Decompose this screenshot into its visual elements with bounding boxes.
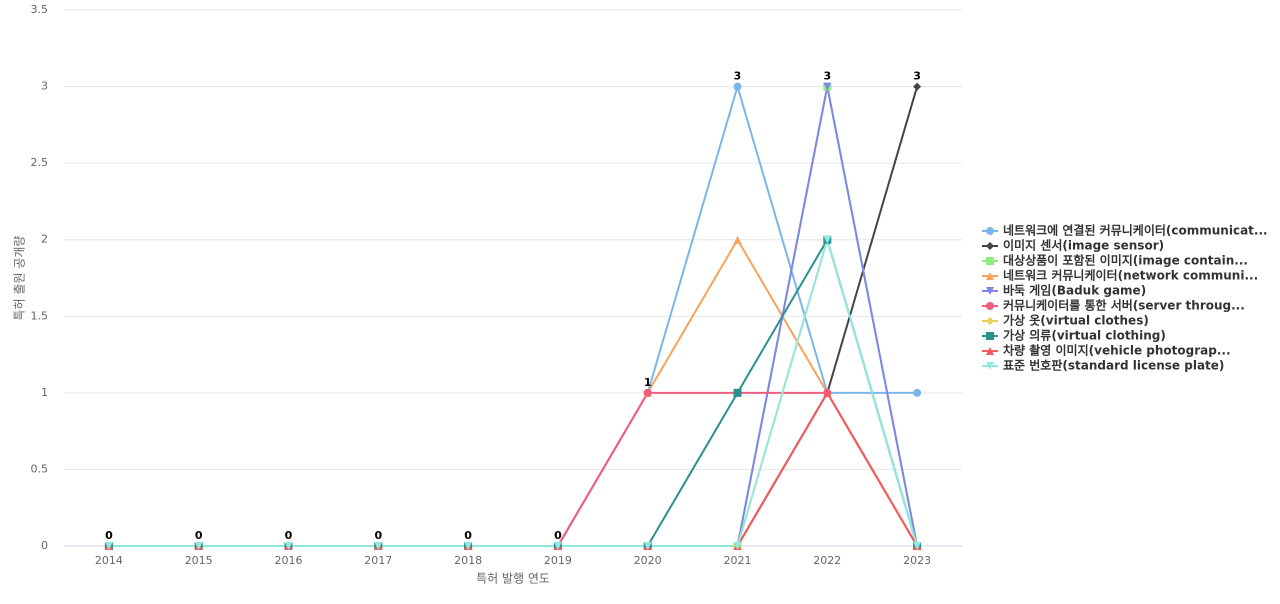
- y-tick-label: 0.5: [31, 462, 49, 475]
- x-tick-label: 2022: [813, 554, 841, 567]
- legend-label: 네트워크에 연결된 커뮤니케이터(communicat...: [1003, 223, 1268, 238]
- y-tick-label: 1: [41, 386, 48, 399]
- point: [374, 542, 383, 550]
- series-line: [108, 236, 919, 547]
- legend-marker: [986, 362, 994, 370]
- point: [733, 542, 742, 550]
- data-label: 0: [105, 529, 113, 542]
- data-label: 0: [285, 529, 293, 542]
- legend-label: 차량 촬영 이미지(vehicle photograp...: [1003, 343, 1231, 358]
- legend-marker: [986, 317, 994, 325]
- x-tick-label: 2015: [185, 554, 213, 567]
- x-tick-label: 2020: [634, 554, 662, 567]
- point: [913, 542, 922, 550]
- x-tick-label: 2019: [544, 554, 572, 567]
- x-tick-label: 2021: [724, 554, 752, 567]
- legend-marker: [986, 272, 994, 280]
- y-tick-label: 3: [41, 80, 48, 93]
- legend-marker: [986, 332, 994, 340]
- legend-label: 가상 의류(virtual clothing): [1003, 328, 1166, 343]
- y-tick-label: 1.5: [31, 309, 49, 322]
- y-tick-label: 2: [41, 233, 48, 246]
- point: [104, 542, 113, 550]
- y-tick-label: 0: [41, 539, 48, 552]
- y-tick-label: 3.5: [31, 3, 49, 16]
- legend-marker: [986, 347, 994, 355]
- data-label: 0: [464, 529, 472, 542]
- point: [913, 388, 922, 397]
- legend-label: 커뮤니케이터를 통한 서버(server throug...: [1003, 298, 1245, 313]
- point: [823, 235, 832, 244]
- legend-label: 바둑 게임(Baduk game): [1003, 283, 1146, 298]
- point: [464, 542, 473, 550]
- y-tick-label: 2.5: [31, 156, 49, 169]
- data-label: 3: [823, 70, 831, 83]
- point: [733, 388, 742, 397]
- x-tick-label: 2023: [903, 554, 931, 567]
- legend-marker: [986, 227, 994, 235]
- data-label: 0: [374, 529, 382, 542]
- legend-marker: [986, 257, 994, 265]
- legend-label: 가상 옷(virtual clothes): [1003, 313, 1149, 328]
- x-tick-label: 2014: [95, 554, 123, 567]
- legend-marker: [986, 242, 994, 250]
- legend-marker: [986, 287, 994, 295]
- point: [643, 388, 652, 397]
- x-tick-label: 2017: [364, 554, 392, 567]
- point: [284, 542, 293, 550]
- x-axis-title: 특허 발행 연도: [476, 571, 550, 586]
- point: [913, 82, 922, 91]
- data-label: 3: [734, 70, 742, 83]
- point: [823, 388, 832, 397]
- data-label: 0: [554, 529, 562, 542]
- legend-label: 네트워크 커뮤니케이터(network communi...: [1003, 268, 1258, 283]
- data-label: 0: [195, 529, 203, 542]
- data-label: 3: [913, 70, 921, 83]
- point: [643, 542, 652, 550]
- point: [194, 542, 203, 550]
- point: [733, 82, 742, 91]
- y-axis-title: 특허 출원 공개량: [13, 236, 27, 321]
- point: [553, 542, 562, 550]
- point: [823, 82, 832, 91]
- x-tick-label: 2018: [454, 554, 482, 567]
- data-label: 1: [644, 376, 652, 389]
- x-tick-label: 2016: [275, 554, 303, 567]
- legend-label: 표준 번호판(standard license plate): [1003, 358, 1224, 373]
- legend-label: 대상상품이 포함된 이미지(image contain...: [1003, 253, 1248, 268]
- legend-label: 이미지 센서(image sensor): [1003, 238, 1164, 253]
- legend-marker: [986, 302, 994, 310]
- point: [733, 235, 742, 244]
